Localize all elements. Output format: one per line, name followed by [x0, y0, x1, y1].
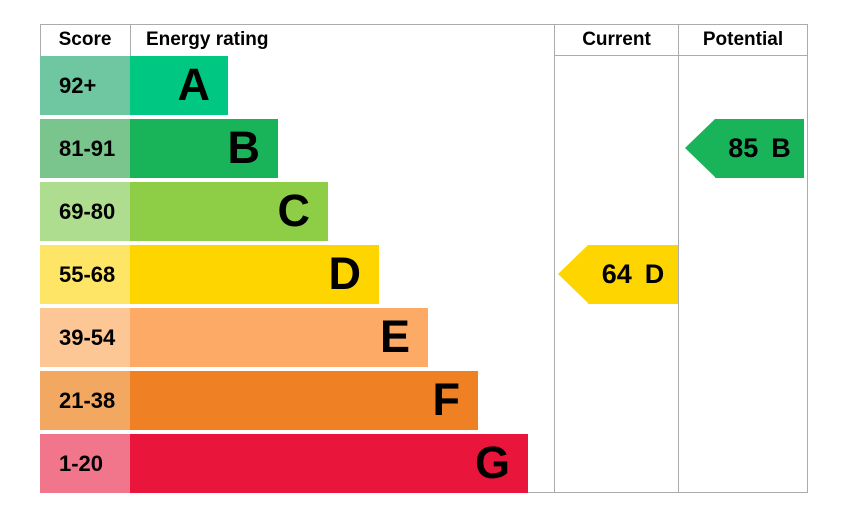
- rating-bar: G: [130, 434, 528, 493]
- rating-letter: B: [227, 122, 261, 173]
- score-cell: 69-80: [40, 182, 130, 241]
- current-rating-marker: 64 D: [558, 245, 678, 304]
- score-range-label: 81-91: [59, 136, 116, 161]
- column-header-current: Current: [582, 29, 651, 50]
- column-header-score: Score: [58, 29, 112, 50]
- left-arrow-icon: [558, 245, 588, 303]
- rating-letter: D: [328, 248, 362, 299]
- grid-line-potential-left: [678, 24, 679, 493]
- current-rating-letter: D: [644, 259, 665, 289]
- grid-line-score-divider: [130, 24, 131, 56]
- potential-score-value: 85: [728, 133, 759, 163]
- left-arrow-icon: [685, 119, 715, 177]
- score-cell: 1-20: [40, 434, 130, 493]
- current-score-value: 64: [601, 259, 632, 289]
- score-range-label: 55-68: [59, 262, 116, 287]
- score-cell: 55-68: [40, 245, 130, 304]
- score-range-label: 21-38: [59, 388, 116, 413]
- grid-line-header-underline: [554, 55, 808, 56]
- score-cell: 81-91: [40, 119, 130, 178]
- score-range-label: 69-80: [59, 199, 116, 224]
- grid-line-header-left: [40, 24, 41, 56]
- column-header-energy-rating: Energy rating: [146, 29, 269, 50]
- score-range-label: 92+: [59, 73, 97, 98]
- column-header-potential: Potential: [702, 29, 784, 50]
- score-cell: 92+: [40, 56, 130, 115]
- score-range-label: 1-20: [59, 451, 104, 476]
- rating-bar: C: [130, 182, 328, 241]
- score-range-label: 39-54: [59, 325, 116, 350]
- rating-letter: A: [177, 59, 211, 110]
- rating-letter: G: [474, 437, 510, 488]
- rating-bar: D: [130, 245, 379, 304]
- potential-rating-letter: B: [771, 133, 791, 163]
- rating-bar: E: [130, 308, 428, 367]
- rating-bar: B: [130, 119, 278, 178]
- grid-line-right: [807, 24, 808, 493]
- rating-bar: F: [130, 371, 478, 430]
- rating-bar: A: [130, 56, 228, 115]
- rating-letter: E: [379, 311, 410, 362]
- score-cell: 39-54: [40, 308, 130, 367]
- grid-line-top: [40, 24, 808, 25]
- rating-letter: F: [432, 374, 461, 425]
- score-cell: 21-38: [40, 371, 130, 430]
- potential-rating-marker: 85 B: [685, 119, 804, 178]
- rating-letter: C: [277, 185, 311, 236]
- grid-line-current-left: [554, 24, 555, 493]
